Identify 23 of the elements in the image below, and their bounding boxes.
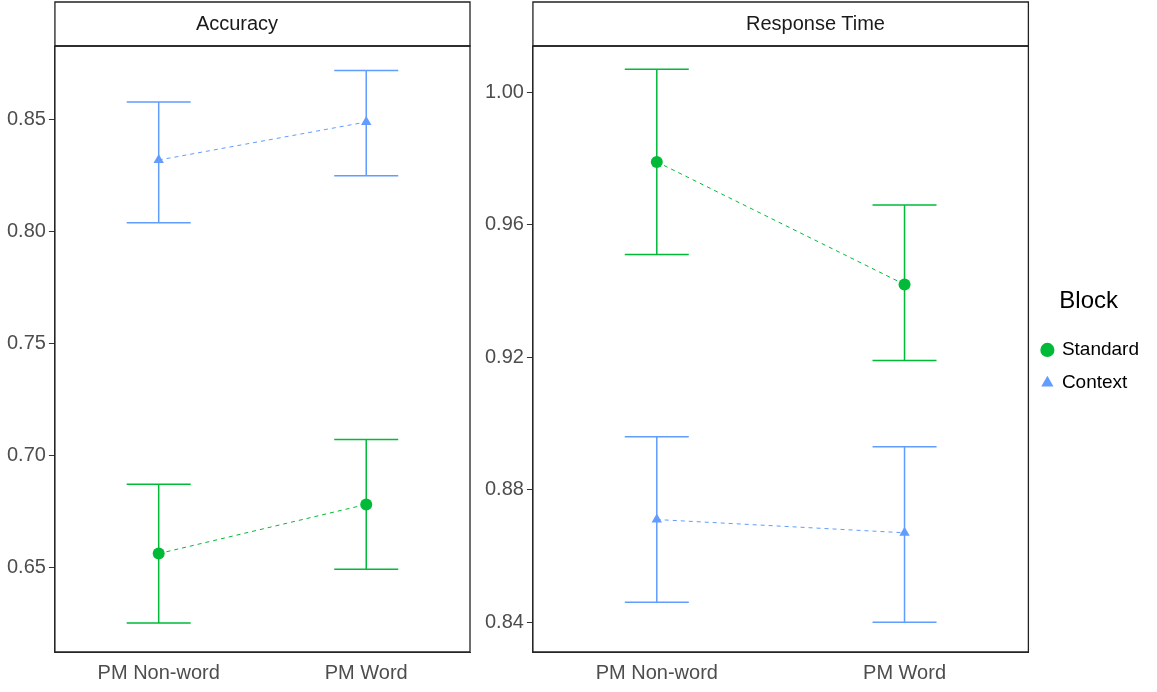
point <box>898 278 911 291</box>
y-tick-label: 0.85 <box>6 107 46 130</box>
point <box>360 498 373 511</box>
y-tick-label: 1.00 <box>484 79 524 102</box>
x-tick-label: PM Non-word <box>97 660 220 683</box>
chart-title: Response Time <box>746 11 885 34</box>
y-tick-label: 0.96 <box>484 212 524 235</box>
y-tick-label: 0.88 <box>484 477 524 500</box>
y-tick-label: 0.70 <box>6 442 46 465</box>
y-tick-label: 0.75 <box>6 330 46 353</box>
point <box>152 547 165 560</box>
y-tick-label: 0.92 <box>484 344 524 367</box>
y-tick-label: 0.65 <box>6 554 46 577</box>
x-tick-label: PM Word <box>863 660 947 683</box>
y-tick-label: 0.84 <box>484 609 524 632</box>
legend-label: Standard <box>1061 338 1140 360</box>
y-tick-label: 0.80 <box>6 219 46 242</box>
x-tick-label: PM Word <box>324 660 408 683</box>
point <box>650 155 663 168</box>
x-tick-label: PM Non-word <box>595 660 718 683</box>
legend-label: Context <box>1061 371 1129 393</box>
chart-title: Accuracy <box>195 11 279 34</box>
legend-title: Block <box>1059 286 1120 314</box>
